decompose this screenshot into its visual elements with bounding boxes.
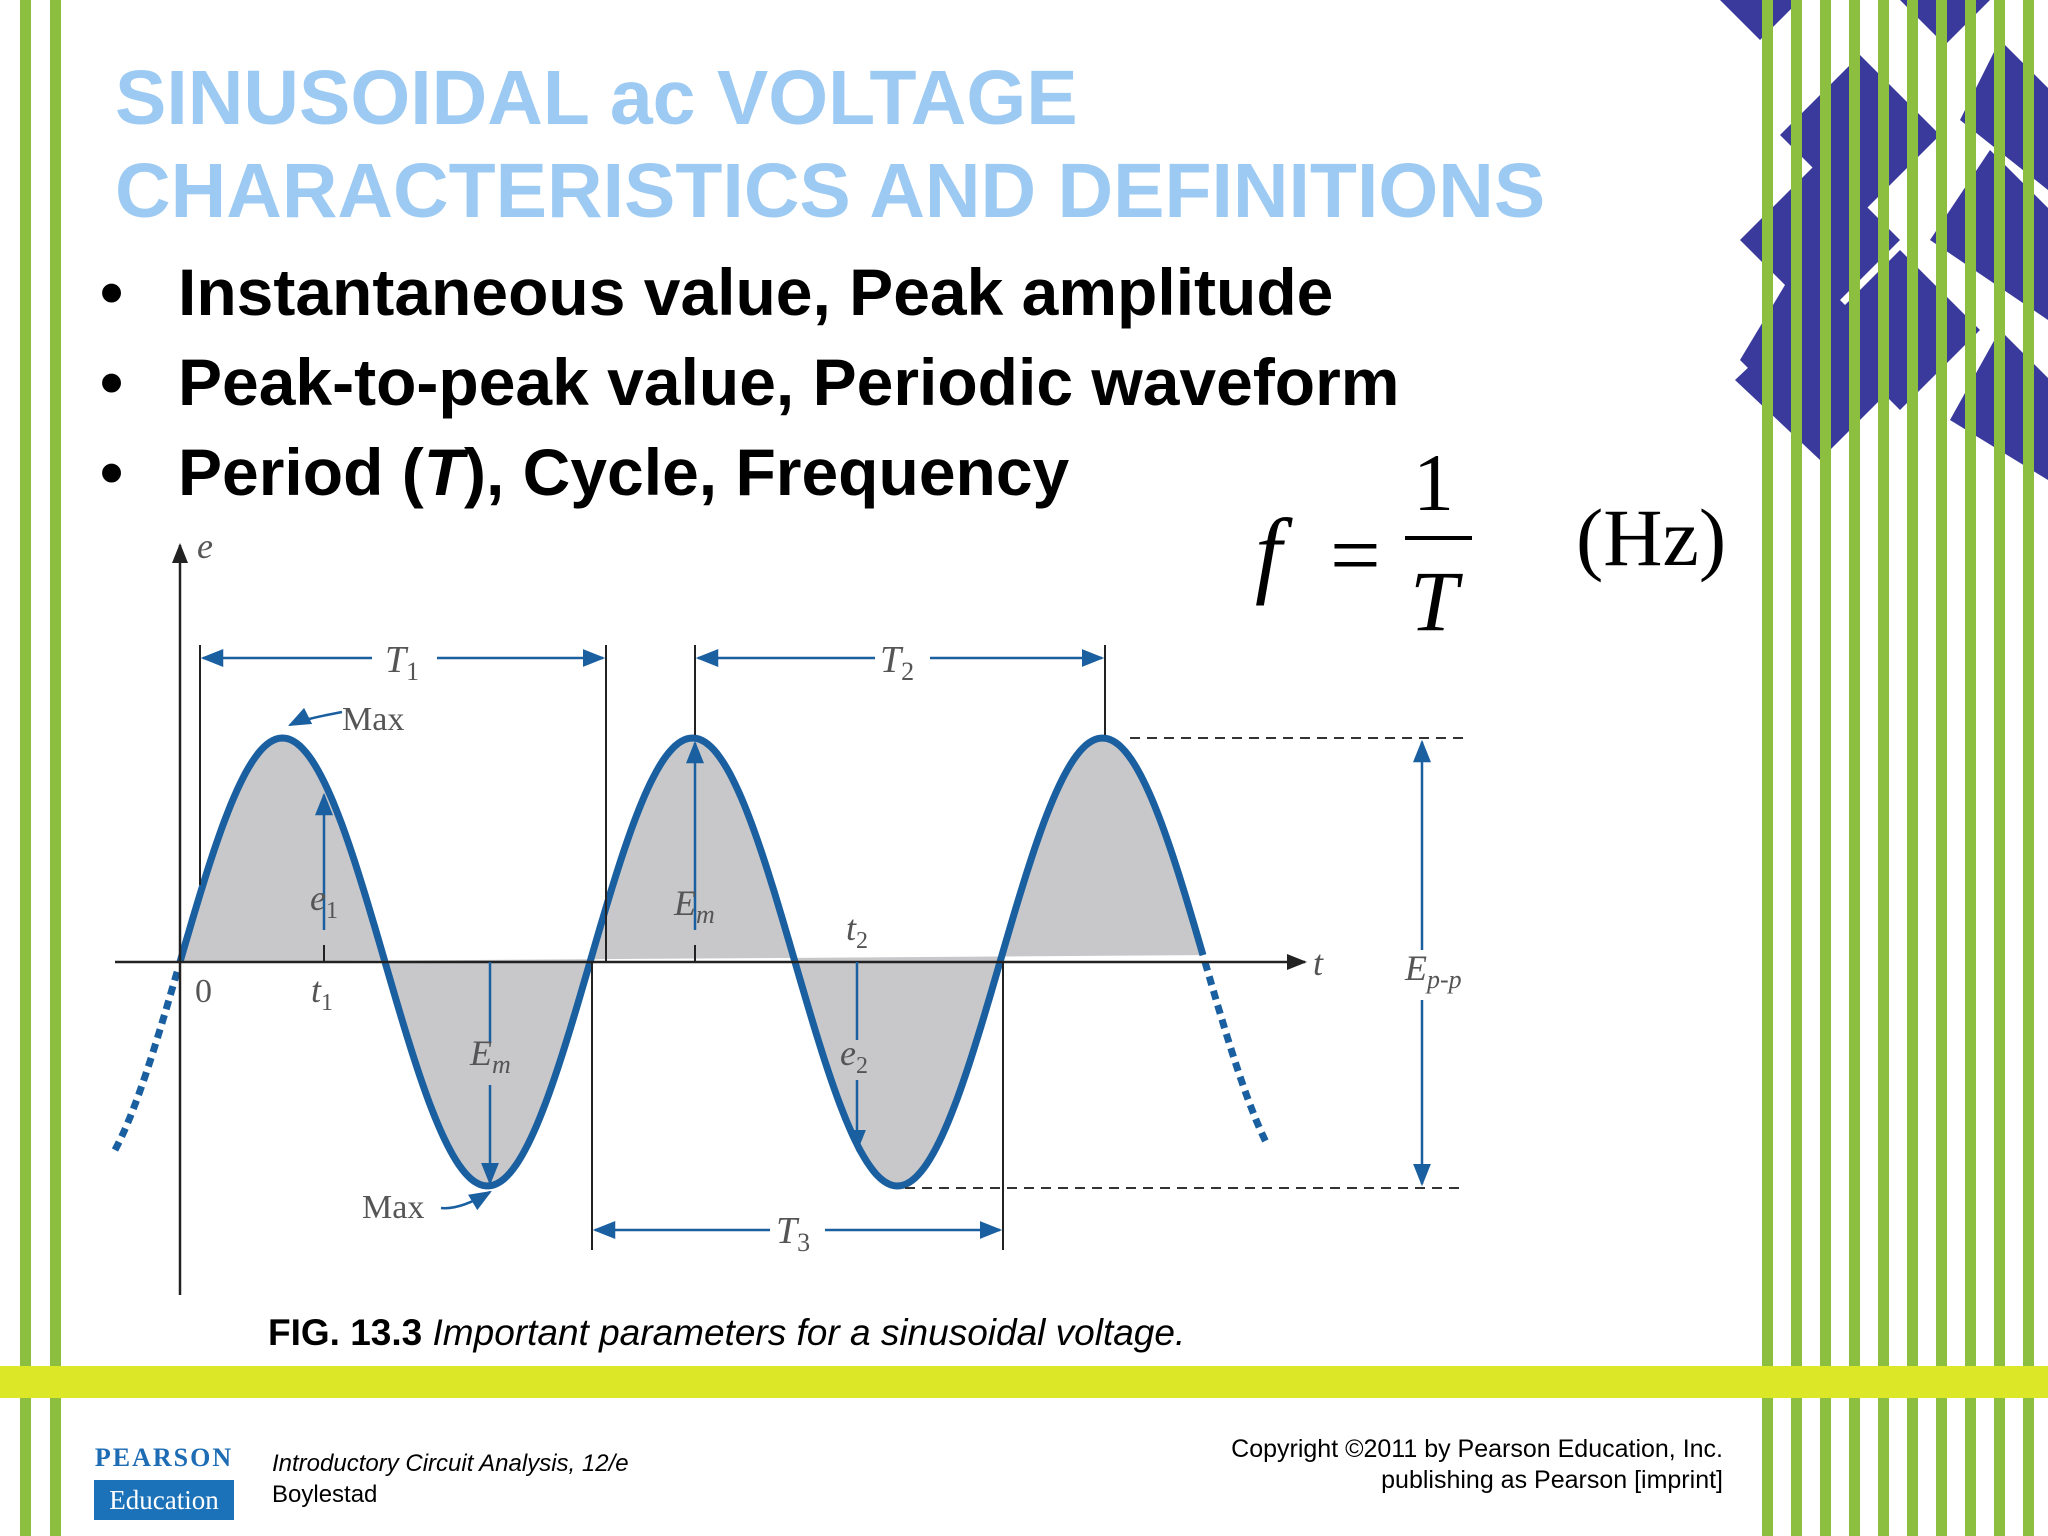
- frequency-formula: f = 1 T (Hz): [1255, 437, 1726, 649]
- bullet-list: • Instantaneous value, Peak amplitude • Pe…: [100, 247, 1399, 517]
- bullet-text-pre: Period (: [178, 435, 424, 509]
- reference-lines: [199, 645, 1106, 1250]
- sinusoid-figure: e t 0 T1 T2 T3 Max Max e1 t1 Em Em t2 e2: [111, 526, 1465, 1295]
- origin-label: 0: [195, 973, 212, 1010]
- e1-label: e1: [310, 878, 338, 924]
- waveform-tail-right: [1201, 961, 1272, 1148]
- copyright-line-1: Copyright ©2011 by Pearson Education, In…: [1231, 1435, 1723, 1463]
- em-label-lower: Em: [469, 1033, 511, 1079]
- epp-label: Ep-p: [1404, 948, 1462, 994]
- copyright: Copyright ©2011 by Pearson Education, In…: [1231, 1434, 1723, 1496]
- caption-label: FIG. 13.3: [268, 1312, 423, 1353]
- t1-period-label: T1: [385, 639, 419, 686]
- book-title: Introductory Circuit Analysis, 12/e: [272, 1450, 629, 1477]
- max-bottom-leader: [440, 1190, 492, 1211]
- footer-band: [0, 1366, 2048, 1398]
- x-axis-label: t: [1313, 943, 1324, 983]
- copyright-line-2: publishing as Pearson [imprint]: [1381, 1466, 1723, 1494]
- bullet-item: • Period (T), Cycle, Frequency: [100, 427, 1399, 517]
- bullet-item: • Instantaneous value, Peak amplitude: [100, 247, 1399, 337]
- pearson-logo: PEARSON Education: [94, 1438, 234, 1520]
- bullet-item: • Peak-to-peak value, Periodic waveform: [100, 337, 1399, 427]
- bullet-dot: •: [100, 345, 124, 419]
- book-info: Introductory Circuit Analysis, 12/e Boyl…: [272, 1448, 629, 1510]
- left-stripe: [50, 0, 61, 1536]
- title-line-1: SINUSOIDAL ac VOLTAGE: [115, 55, 1078, 141]
- caption-text: Important parameters for a sinusoidal vo…: [432, 1312, 1186, 1353]
- em-label-upper: Em: [673, 883, 715, 929]
- formula-numerator: 1: [1413, 437, 1454, 528]
- title-line-2: CHARACTERISTICS AND DEFINITIONS: [115, 148, 1546, 234]
- y-axis-label: e: [197, 526, 213, 566]
- max-top-label: Max: [342, 701, 404, 738]
- figure-caption: FIG. 13.3 Important parameters for a sin…: [268, 1312, 1185, 1354]
- max-bottom-label: Max: [362, 1189, 424, 1226]
- max-top-leader: [287, 707, 343, 727]
- bullet-dot: •: [100, 435, 124, 509]
- formula-equals: =: [1330, 506, 1381, 605]
- logo-bottom-text: Education: [94, 1480, 234, 1520]
- waveform-curve: [176, 734, 1207, 1190]
- formula-unit: (Hz): [1576, 492, 1726, 583]
- t2-label: t2: [846, 908, 868, 954]
- logo-top-text: PEARSON: [94, 1438, 234, 1478]
- formula-denominator: T: [1410, 553, 1463, 649]
- t2-period-label: T2: [880, 639, 914, 686]
- e2-label: e2: [840, 1033, 868, 1079]
- slide-title: SINUSOIDAL ac VOLTAGE CHARACTERISTICS AN…: [115, 52, 1545, 238]
- bullet-text: Instantaneous value, Peak amplitude: [178, 255, 1334, 329]
- left-stripe: [20, 0, 31, 1536]
- right-stripes: [1762, 0, 2034, 1536]
- bullet-text-italic: T: [423, 435, 465, 509]
- waveform-tail-left: [111, 967, 182, 1152]
- book-author: Boylestad: [272, 1481, 378, 1508]
- waveform-fill: [180, 738, 1203, 1186]
- bullet-text-post: ), Cycle, Frequency: [464, 435, 1070, 509]
- t1-label: t1: [311, 970, 333, 1016]
- t3-period-label: T3: [776, 1210, 810, 1257]
- bullet-text: Peak-to-peak value, Periodic waveform: [178, 345, 1400, 419]
- bullet-dot: •: [100, 255, 124, 329]
